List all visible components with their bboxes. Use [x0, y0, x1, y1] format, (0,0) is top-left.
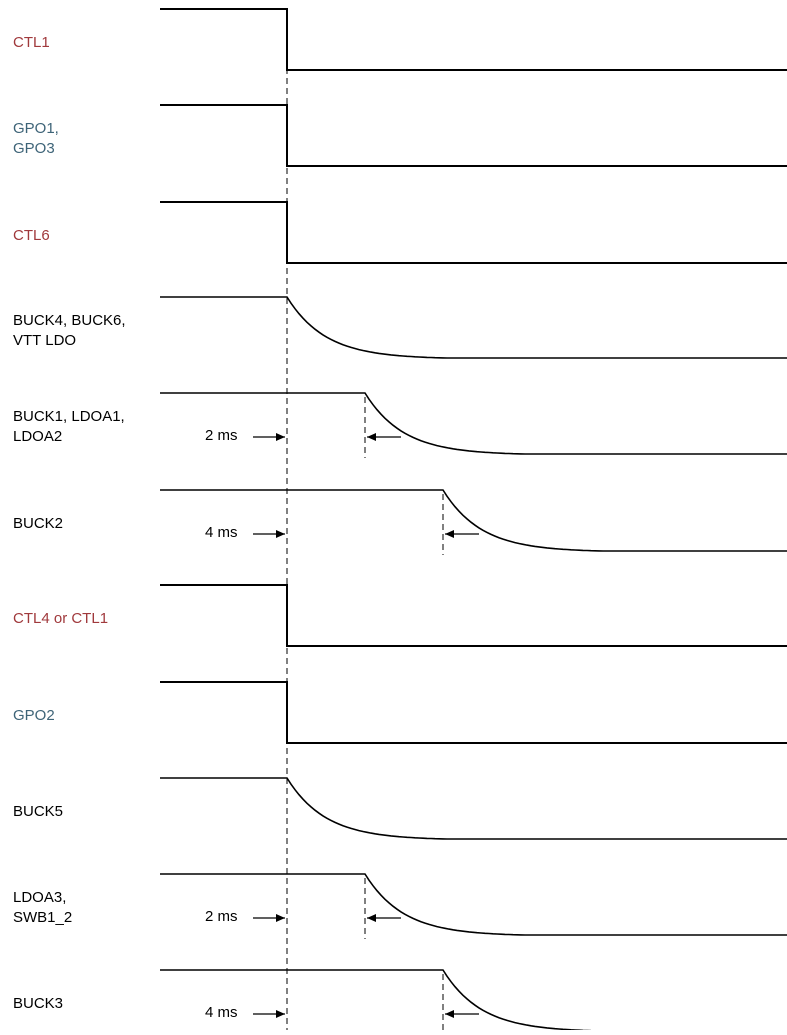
- signal-label-buck3: BUCK3: [13, 995, 64, 1012]
- signal-label-buck4-buck6-vtt: BUCK4, BUCK6, VTT LDO: [13, 312, 126, 349]
- signal-label-buck1-ldoa1-ldoa2: BUCK1, LDOA1, LDOA2: [13, 408, 125, 445]
- signal-label-ctl1: CTL1: [13, 34, 50, 51]
- delay-arrow-right-head-ldoa3-swb1-2: [367, 914, 376, 922]
- waveform-buck1-ldoa1-ldoa2: [160, 392, 787, 455]
- waveform-ldoa3-swb1-2: [160, 873, 787, 936]
- signal-label-ldoa3-swb1-2: LDOA3, SWB1_2: [13, 889, 73, 926]
- delay-label-buck1-ldoa1-ldoa2: 2 ms: [205, 427, 238, 444]
- delay-arrow-right-head-buck1-ldoa1-ldoa2: [367, 433, 376, 441]
- signal-label-ctl6: CTL6: [13, 227, 50, 244]
- delay-label-buck3: 4 ms: [205, 1004, 238, 1021]
- signal-label-gpo1-gpo3: GPO1, GPO3: [13, 120, 59, 157]
- delay-label-buck2: 4 ms: [205, 524, 238, 541]
- delay-arrow-left-head-buck3: [276, 1010, 285, 1018]
- waveform-ctl6: [160, 201, 787, 264]
- waveform-ctl4-ctl1: [160, 584, 787, 647]
- signal-label-buck2: BUCK2: [13, 515, 64, 532]
- delay-arrow-right-head-buck2: [445, 530, 454, 538]
- waveform-buck3: [160, 969, 787, 1032]
- delay-arrow-left-head-ldoa3-swb1-2: [276, 914, 285, 922]
- signal-label-ctl4-ctl1: CTL4 or CTL1: [13, 610, 109, 627]
- delay-label-ldoa3-swb1-2: 2 ms: [205, 908, 238, 925]
- delay-arrow-left-head-buck2: [276, 530, 285, 538]
- delay-arrow-right-head-buck3: [445, 1010, 454, 1018]
- waveform-buck4-buck6-vtt: [160, 296, 787, 359]
- signal-label-gpo2: GPO2: [13, 707, 55, 724]
- signal-label-buck5: BUCK5: [13, 803, 64, 820]
- waveform-buck2: [160, 489, 787, 552]
- delay-arrow-left-head-buck1-ldoa1-ldoa2: [276, 433, 285, 441]
- waveform-gpo1-gpo3: [160, 104, 787, 167]
- waveform-ctl1: [160, 8, 787, 71]
- waveform-buck5: [160, 777, 787, 840]
- waveform-gpo2: [160, 681, 787, 744]
